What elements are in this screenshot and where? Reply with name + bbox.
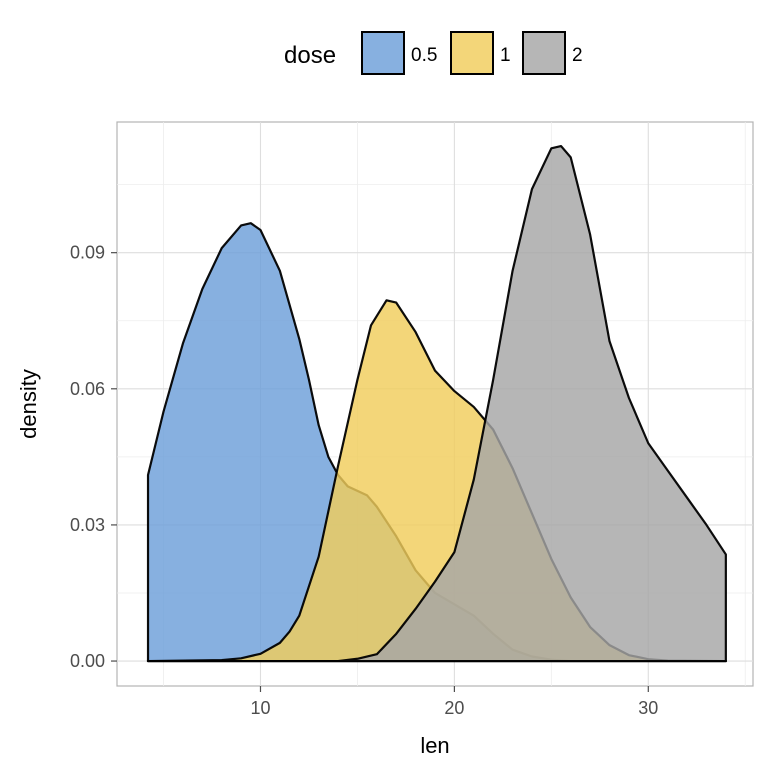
legend-key-1	[450, 31, 494, 75]
density-areas	[146, 144, 727, 663]
legend-key-2	[522, 31, 566, 75]
legend-title: dose	[284, 42, 336, 69]
y-axis-title: density	[16, 369, 41, 439]
y-tick-label: 0.03	[70, 515, 105, 535]
y-tick-label: 0.00	[70, 651, 105, 671]
density-area-2	[146, 144, 727, 663]
x-tick-label: 10	[250, 698, 270, 718]
x-axis-ticks: 10 20 30	[250, 686, 658, 718]
x-tick-label: 30	[638, 698, 658, 718]
y-axis-ticks: 0.00 0.03 0.06 0.09	[70, 243, 117, 671]
legend-label: 0.5	[411, 45, 437, 66]
y-tick-label: 0.09	[70, 243, 105, 263]
legend-key-0-5	[361, 31, 405, 75]
x-tick-label: 20	[444, 698, 464, 718]
legend-label: 1	[500, 45, 511, 66]
x-axis-title: len	[420, 733, 449, 758]
legend-items: 0.5 1 2	[361, 31, 583, 75]
legend-label: 2	[572, 45, 583, 66]
legend: dose 0.5 1 2	[284, 31, 583, 75]
y-tick-label: 0.06	[70, 379, 105, 399]
